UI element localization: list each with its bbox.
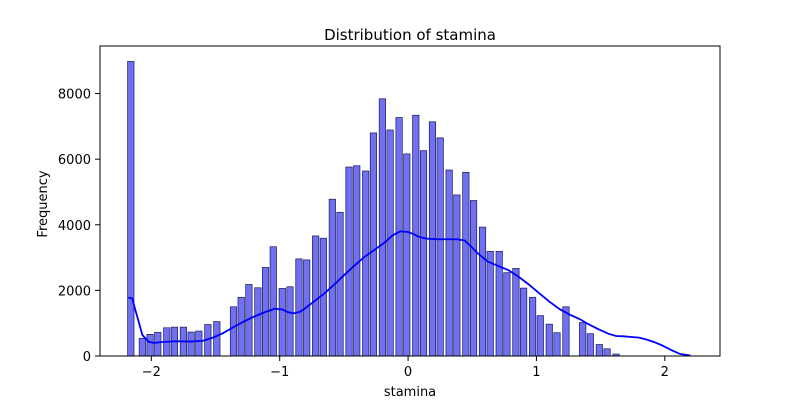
- histogram-bar: [419, 150, 428, 357]
- histogram-bar: [553, 332, 561, 357]
- y-ticks: 0 2000 4000 6000 8000: [58, 88, 100, 365]
- histogram-bar: [362, 170, 370, 357]
- x-tick-label: 1: [532, 365, 540, 380]
- histogram-bar: [237, 296, 245, 357]
- x-tick-label: −2: [142, 365, 161, 380]
- x-tick-label: 2: [661, 365, 669, 380]
- histogram-bar: [336, 211, 344, 357]
- histogram-bar: [295, 258, 303, 357]
- y-tick-label: 6000: [58, 153, 91, 168]
- x-axis-label: stamina: [384, 385, 436, 400]
- histogram-bar: [154, 332, 162, 357]
- histogram-bar: [138, 337, 146, 357]
- histogram-bar: [213, 321, 221, 357]
- y-tick-label: 8000: [58, 88, 91, 103]
- histogram-bar: [469, 200, 478, 357]
- x-tick-label: 0: [404, 365, 412, 380]
- y-axis-label: Frequency: [36, 170, 51, 237]
- histogram-bar: [386, 129, 394, 357]
- histogram-bar: [545, 323, 553, 357]
- histogram-bar: [478, 226, 487, 357]
- histogram-bar: [345, 166, 353, 357]
- histogram-bar: [378, 98, 386, 357]
- bars-group: [127, 61, 620, 357]
- histogram-bar: [229, 306, 238, 357]
- histogram-bar: [328, 198, 336, 357]
- histogram-bar: [603, 348, 611, 357]
- histogram-bar: [312, 235, 320, 357]
- histogram-bar: [436, 137, 444, 357]
- histogram-bar: [453, 194, 461, 357]
- histogram-bar: [462, 171, 470, 357]
- y-tick-label: 0: [83, 350, 91, 365]
- histogram-bar: [403, 153, 411, 357]
- histogram-bar: [395, 117, 403, 357]
- histogram-bar: [369, 132, 377, 357]
- y-tick-label: 2000: [58, 284, 91, 299]
- histogram-bar: [278, 288, 286, 357]
- histogram-bar: [503, 272, 511, 357]
- histogram-bar: [486, 251, 494, 357]
- histogram-bar: [254, 287, 262, 357]
- histogram-bar: [127, 61, 135, 357]
- histogram-bar: [529, 296, 537, 357]
- plot-frame: [99, 45, 721, 357]
- histogram-bar: [536, 315, 544, 357]
- histogram-bar: [579, 322, 587, 357]
- x-ticks: −2 −1 0 1 2: [142, 356, 669, 380]
- chart-title: Distribution of stamina: [324, 26, 496, 44]
- histogram-bar: [595, 344, 603, 357]
- kde-line: [128, 230, 691, 357]
- histogram-bar: [195, 330, 203, 357]
- histogram-bar: [146, 334, 154, 357]
- histogram-bar: [286, 286, 294, 357]
- y-tick-label: 4000: [58, 219, 91, 234]
- histogram-bar: [269, 246, 277, 357]
- histogram-bar: [586, 333, 594, 357]
- x-tick-label: −1: [270, 365, 289, 380]
- histogram-bar: [512, 268, 520, 357]
- histogram-bar: [187, 331, 195, 357]
- histogram-bar: [520, 287, 528, 357]
- histogram-bar: [445, 169, 453, 357]
